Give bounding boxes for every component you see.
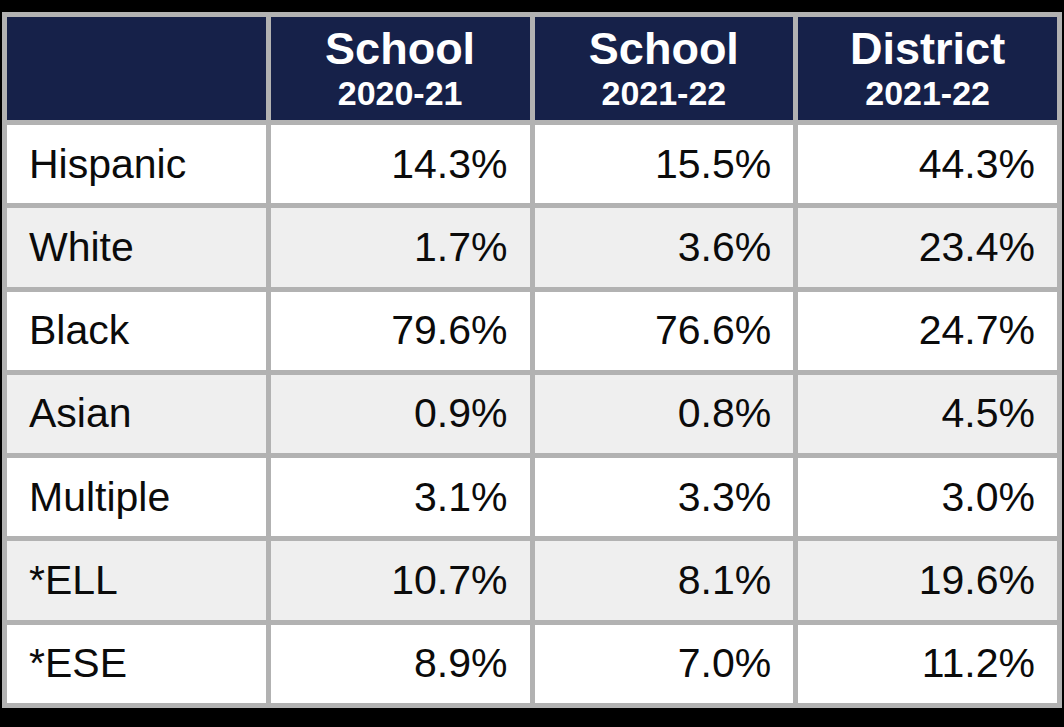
cell-value: 7.0% (535, 625, 794, 703)
cell-value: 10.7% (271, 541, 530, 619)
cell-value: 3.6% (535, 208, 794, 286)
row-label: Hispanic (7, 125, 266, 203)
cell-value: 8.9% (271, 625, 530, 703)
cell-value: 79.6% (271, 292, 530, 370)
header-subtitle: 2020-21 (271, 74, 530, 113)
table-row-multiple: Multiple 3.1% 3.3% 3.0% (7, 458, 1057, 536)
cell-value: 0.9% (271, 375, 530, 453)
cell-value: 24.7% (798, 292, 1057, 370)
cell-value: 4.5% (798, 375, 1057, 453)
demographics-table: School 2020-21 School 2021-22 District 2… (2, 12, 1062, 708)
cell-value: 8.1% (535, 541, 794, 619)
cell-value: 44.3% (798, 125, 1057, 203)
header-school-2020-21: School 2020-21 (271, 17, 530, 120)
cell-value: 11.2% (798, 625, 1057, 703)
row-label: Black (7, 292, 266, 370)
header-subtitle: 2021-22 (798, 74, 1057, 113)
cell-value: 14.3% (271, 125, 530, 203)
table-row-ell: *ELL 10.7% 8.1% 19.6% (7, 541, 1057, 619)
cell-value: 0.8% (535, 375, 794, 453)
row-label: *ESE (7, 625, 266, 703)
cell-value: 19.6% (798, 541, 1057, 619)
cell-value: 3.3% (535, 458, 794, 536)
cell-value: 1.7% (271, 208, 530, 286)
header-subtitle: 2021-22 (535, 74, 794, 113)
header-school-2021-22: School 2021-22 (535, 17, 794, 120)
cell-value: 15.5% (535, 125, 794, 203)
table-frame: School 2020-21 School 2021-22 District 2… (2, 12, 1062, 708)
row-label: Asian (7, 375, 266, 453)
cell-value: 23.4% (798, 208, 1057, 286)
header-district-2021-22: District 2021-22 (798, 17, 1057, 120)
row-label: *ELL (7, 541, 266, 619)
header-row: School 2020-21 School 2021-22 District 2… (7, 17, 1057, 120)
header-corner-cell (7, 17, 266, 120)
cell-value: 3.0% (798, 458, 1057, 536)
header-title: School (535, 24, 794, 74)
cell-value: 76.6% (535, 292, 794, 370)
row-label: Multiple (7, 458, 266, 536)
header-title: School (271, 24, 530, 74)
table-row-ese: *ESE 8.9% 7.0% 11.2% (7, 625, 1057, 703)
row-label: White (7, 208, 266, 286)
cell-value: 3.1% (271, 458, 530, 536)
header-title: District (798, 24, 1057, 74)
table-row-hispanic: Hispanic 14.3% 15.5% 44.3% (7, 125, 1057, 203)
table-body: Hispanic 14.3% 15.5% 44.3% White 1.7% 3.… (7, 125, 1057, 703)
table-row-asian: Asian 0.9% 0.8% 4.5% (7, 375, 1057, 453)
table-row-white: White 1.7% 3.6% 23.4% (7, 208, 1057, 286)
table-header: School 2020-21 School 2021-22 District 2… (7, 17, 1057, 120)
table-row-black: Black 79.6% 76.6% 24.7% (7, 292, 1057, 370)
